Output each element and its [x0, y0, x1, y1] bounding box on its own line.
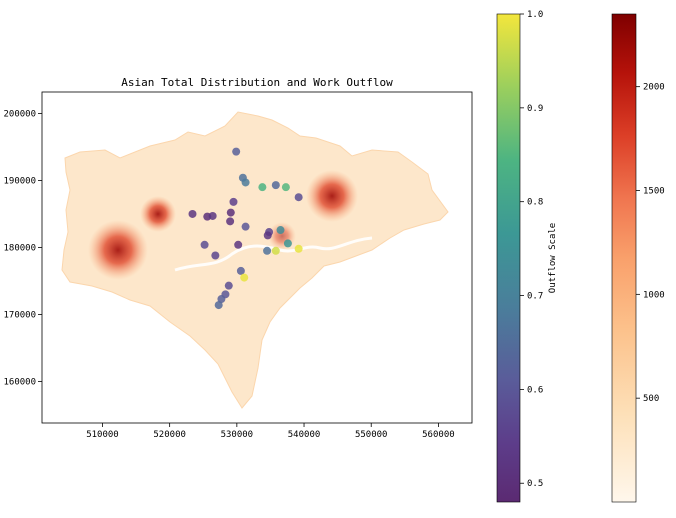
outflow-colorbar	[496, 13, 521, 503]
outflow-point	[229, 197, 238, 206]
x-tick-label: 510000	[86, 430, 119, 440]
density-hotspot-west	[88, 220, 148, 280]
y-tick-label: 180000	[3, 243, 36, 253]
density-colorbar-tick-label: 1500	[643, 187, 665, 197]
density-hotspot-central	[268, 222, 296, 250]
outflow-colorbar-tick-label: 0.5	[527, 479, 543, 489]
density-colorbar-tick-label: 500	[643, 394, 659, 404]
outflow-colorbar-tick-label: 0.6	[527, 385, 543, 395]
outflow-point	[232, 147, 241, 156]
outflow-points	[188, 147, 303, 310]
y-tick-label: 200000	[3, 109, 36, 119]
density-hotspot-east	[306, 170, 358, 222]
outflow-point	[263, 231, 272, 240]
outflow-point	[240, 273, 249, 282]
outflow-point	[258, 183, 267, 192]
outflow-point	[276, 226, 285, 235]
outflow-point	[294, 244, 303, 253]
outflow-point	[294, 193, 303, 202]
x-tick-label: 560000	[422, 430, 455, 440]
x-tick-label: 540000	[288, 430, 321, 440]
outflow-point	[188, 209, 197, 218]
outflow-point	[234, 240, 243, 249]
plot-area-frame	[41, 91, 473, 424]
outflow-point	[281, 183, 290, 192]
density-colorbar	[611, 13, 637, 503]
outflow-point	[226, 208, 235, 217]
density-colorbar-tick-label: 1000	[643, 290, 665, 300]
outflow-colorbar-tick-label: 0.7	[527, 292, 543, 302]
outflow-colorbar-tick-label: 0.9	[527, 104, 543, 114]
x-tick-label: 530000	[221, 430, 254, 440]
outflow-colorbar-label: Outflow Scale	[548, 223, 558, 293]
outflow-point	[214, 301, 223, 310]
outflow-point	[283, 239, 292, 248]
chart-title: Asian Total Distribution and Work Outflo…	[121, 76, 393, 89]
outflow-point	[226, 217, 235, 226]
outflow-point	[211, 251, 220, 260]
outflow-point	[236, 266, 245, 275]
x-tick-label: 550000	[355, 430, 388, 440]
outflow-point	[241, 222, 250, 231]
y-tick-label: 170000	[3, 310, 36, 320]
x-tick-label: 520000	[153, 430, 186, 440]
y-tick-label: 190000	[3, 176, 36, 186]
outflow-point	[217, 295, 226, 304]
outflow-point	[271, 181, 280, 190]
outflow-point	[224, 281, 233, 290]
outflow-colorbar-tick-label: 0.8	[527, 198, 543, 208]
river-thames	[174, 236, 373, 272]
density-hotspot-northwest	[140, 196, 176, 232]
outflow-point	[200, 240, 209, 249]
outflow-colorbar-tick-label: 1.0	[527, 10, 543, 20]
outflow-point	[241, 178, 250, 187]
outflow-point	[271, 246, 280, 255]
y-tick-label: 160000	[3, 377, 36, 387]
outflow-point	[208, 211, 217, 220]
density-colorbar-tick-label: 2000	[643, 83, 665, 93]
outflow-point	[263, 246, 272, 255]
